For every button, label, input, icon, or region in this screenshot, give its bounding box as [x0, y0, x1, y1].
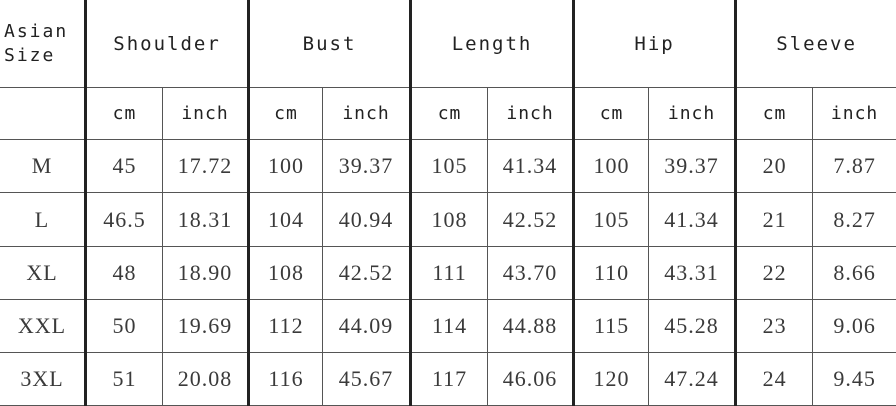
size-header: Asian Size [0, 0, 86, 89]
value-cell: 120 [572, 351, 650, 406]
value-cell: 104 [247, 192, 324, 247]
value-cell: 39.37 [648, 139, 737, 194]
value-cell: 45.28 [648, 298, 737, 353]
value-cell: 17.72 [161, 139, 250, 194]
value-cell: 46.5 [84, 192, 163, 247]
table-row: M 45 17.72 100 39.37 105 41.34 100 39.37 20 7.87 [0, 139, 896, 194]
size-header-line1: Asian [4, 20, 69, 42]
value-cell: 51 [84, 351, 163, 406]
value-cell: 45 [84, 139, 163, 194]
value-cell: 9.06 [812, 298, 896, 353]
value-cell: 9.45 [812, 351, 896, 406]
unit-row: cm inch cm inch cm inch cm inch cm inch [0, 87, 896, 141]
value-cell: 23 [734, 298, 814, 353]
header-hip: Hip [572, 0, 737, 89]
value-cell: 20.08 [161, 351, 250, 406]
table-row: 3XL 51 20.08 116 45.67 117 46.06 120 47.24 24 9.45 [0, 351, 896, 406]
value-cell: 110 [572, 245, 650, 300]
table-row: XL 48 18.90 108 42.52 111 43.70 110 43.31 22 8.66 [0, 245, 896, 300]
value-cell: 41.34 [487, 139, 575, 194]
unit-inch: inch [812, 87, 896, 141]
size-cell: L [0, 192, 86, 247]
value-cell: 44.09 [322, 298, 412, 353]
value-cell: 8.27 [812, 192, 896, 247]
value-cell: 21 [734, 192, 814, 247]
value-cell: 8.66 [812, 245, 896, 300]
value-cell: 44.88 [487, 298, 575, 353]
table-row: XXL 50 19.69 112 44.09 114 44.88 115 45.28 23 9.06 [0, 298, 896, 353]
value-cell: 112 [247, 298, 324, 353]
value-cell: 108 [409, 192, 489, 247]
value-cell: 24 [734, 351, 814, 406]
value-cell: 39.37 [322, 139, 412, 194]
size-cell: XXL [0, 298, 86, 353]
value-cell: 18.31 [161, 192, 250, 247]
value-cell: 114 [409, 298, 489, 353]
value-cell: 18.90 [161, 245, 250, 300]
unit-cm: cm [409, 87, 489, 141]
value-cell: 22 [734, 245, 814, 300]
header-shoulder: Shoulder [83, 0, 250, 89]
value-cell: 7.87 [812, 139, 896, 194]
header-row: Asian Size Shoulder Bust Length Hip Sleev… [0, 0, 896, 89]
unit-cm: cm [247, 87, 324, 141]
value-cell: 43.70 [487, 245, 575, 300]
value-cell: 47.24 [648, 351, 737, 406]
value-cell: 50 [84, 298, 163, 353]
header-length: Length [409, 0, 575, 89]
unit-cm: cm [84, 87, 163, 141]
value-cell: 105 [572, 192, 650, 247]
value-cell: 117 [409, 351, 489, 406]
unit-inch: inch [322, 87, 412, 141]
value-cell: 42.52 [322, 245, 412, 300]
size-header-line2: Size [4, 44, 56, 66]
size-cell: 3XL [0, 351, 86, 406]
value-cell: 19.69 [161, 298, 250, 353]
unit-blank [0, 87, 86, 141]
header-sleeve: Sleeve [734, 0, 896, 89]
value-cell: 48 [84, 245, 163, 300]
unit-cm: cm [572, 87, 650, 141]
value-cell: 108 [247, 245, 324, 300]
size-cell: XL [0, 245, 86, 300]
value-cell: 20 [734, 139, 814, 194]
value-cell: 42.52 [487, 192, 575, 247]
value-cell: 46.06 [487, 351, 575, 406]
header-bust: Bust [247, 0, 412, 89]
table-row: L 46.5 18.31 104 40.94 108 42.52 105 41.34 21 8.27 [0, 192, 896, 247]
value-cell: 105 [409, 139, 489, 194]
size-cell: M [0, 139, 86, 194]
value-cell: 43.31 [648, 245, 737, 300]
value-cell: 40.94 [322, 192, 412, 247]
unit-cm: cm [734, 87, 814, 141]
value-cell: 111 [409, 245, 489, 300]
value-cell: 115 [572, 298, 650, 353]
value-cell: 100 [572, 139, 650, 194]
unit-inch: inch [487, 87, 575, 141]
value-cell: 45.67 [322, 351, 412, 406]
unit-inch: inch [648, 87, 737, 141]
value-cell: 41.34 [648, 192, 737, 247]
value-cell: 116 [247, 351, 324, 406]
unit-inch: inch [161, 87, 250, 141]
value-cell: 100 [247, 139, 324, 194]
